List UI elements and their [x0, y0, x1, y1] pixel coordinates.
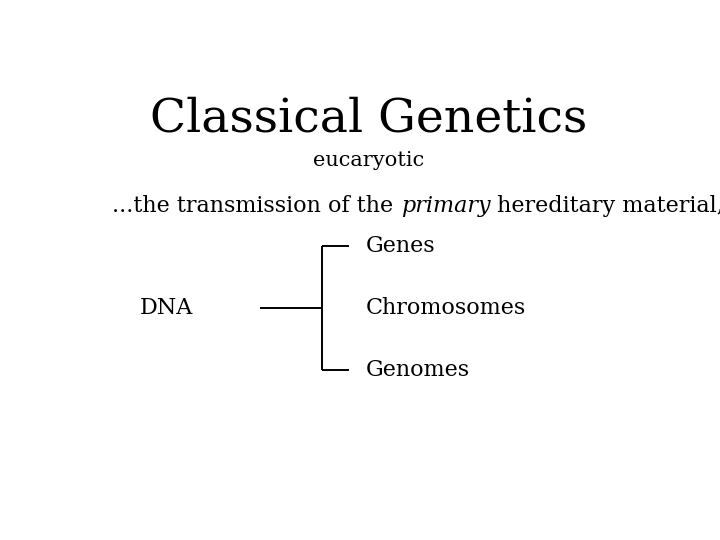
- Text: primary: primary: [400, 195, 490, 218]
- Text: hereditary material,: hereditary material,: [490, 195, 720, 218]
- Text: Genomes: Genomes: [366, 360, 470, 381]
- Text: Chromosomes: Chromosomes: [366, 297, 526, 319]
- Text: eucaryotic: eucaryotic: [313, 151, 425, 170]
- Text: ...the transmission of the: ...the transmission of the: [112, 195, 400, 218]
- Text: DNA: DNA: [140, 297, 193, 319]
- Text: Classical Genetics: Classical Genetics: [150, 96, 588, 141]
- Text: Genes: Genes: [366, 235, 436, 256]
